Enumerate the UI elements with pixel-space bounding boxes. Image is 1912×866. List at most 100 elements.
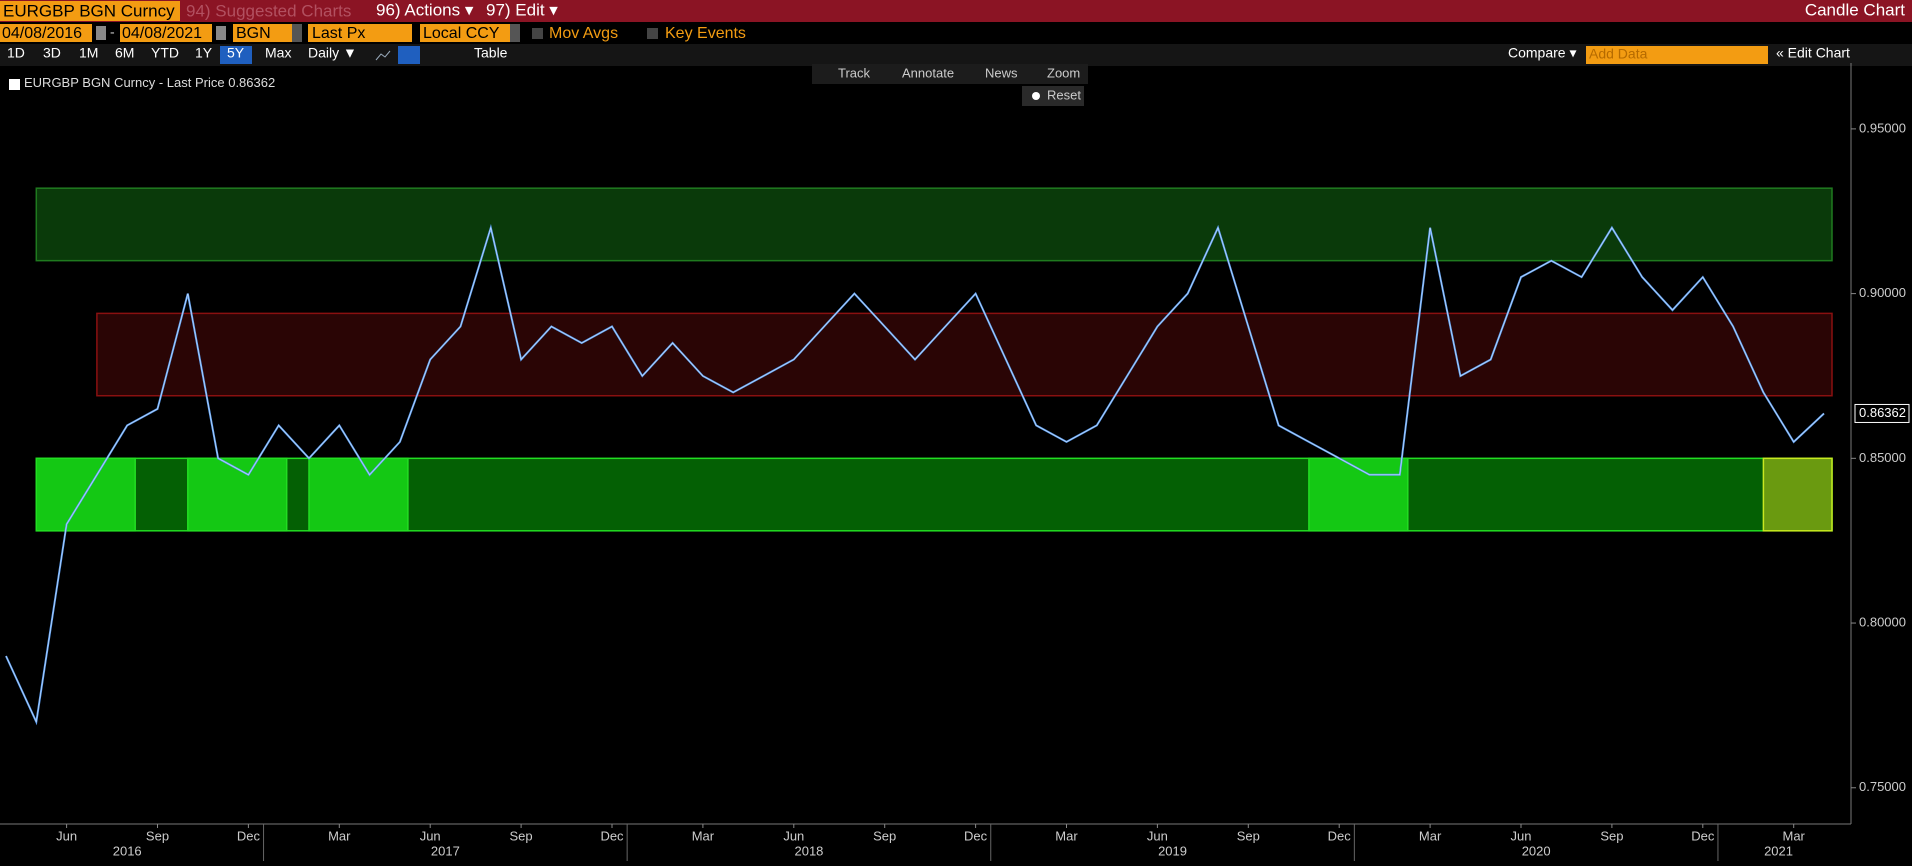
year-label: 2018 xyxy=(794,843,823,858)
year-label: 2019 xyxy=(1158,843,1187,858)
start-date-box[interactable] xyxy=(0,24,92,42)
price-band xyxy=(96,312,1833,397)
legend-swatch xyxy=(9,79,20,90)
x-tick-label: Mar xyxy=(1055,828,1078,843)
line-icon[interactable] xyxy=(375,50,391,61)
view-name: Candle Chart xyxy=(1805,0,1905,19)
x-tick-label: Sep xyxy=(1237,828,1260,843)
range-button[interactable]: Max xyxy=(265,45,291,61)
x-tick-label: Jun xyxy=(783,828,804,843)
y-tick-label: 0.90000 xyxy=(1859,285,1906,300)
range-button[interactable]: YTD xyxy=(151,45,179,61)
x-tick-label: Dec xyxy=(237,828,261,843)
x-tick-label: Sep xyxy=(1600,828,1623,843)
x-tick-label: Jun xyxy=(56,828,77,843)
reset-button[interactable] xyxy=(1022,86,1084,106)
x-tick-label: Dec xyxy=(1328,828,1352,843)
end-date[interactable]: 04/08/2021 xyxy=(122,25,202,42)
end-date-box[interactable] xyxy=(120,24,212,42)
currency-box[interactable] xyxy=(420,24,510,42)
title-bar xyxy=(0,0,1912,22)
dropdown[interactable] xyxy=(510,24,520,42)
news[interactable]: News xyxy=(985,65,1018,80)
compare[interactable]: Compare ▾ xyxy=(1508,45,1577,61)
price-band xyxy=(35,457,1833,532)
security[interactable]: EURGBP BGN Curncy xyxy=(3,1,175,20)
x-tick-label: Dec xyxy=(600,828,624,843)
tool-strip xyxy=(812,64,1088,84)
annotate[interactable]: Annotate xyxy=(902,65,954,80)
zoom[interactable]: Zoom xyxy=(1047,65,1080,80)
last-price-tag xyxy=(1854,403,1910,423)
reset[interactable]: Reset xyxy=(1047,87,1081,102)
dropdown[interactable] xyxy=(292,24,302,42)
date-separator: - xyxy=(110,24,115,40)
legend-text: EURGBP BGN Curncy - Last Price 0.86362 xyxy=(24,75,275,90)
candle-icon[interactable] xyxy=(398,46,420,64)
year-label: 2016 xyxy=(113,843,142,858)
year-label: 2020 xyxy=(1522,843,1551,858)
checkbox[interactable] xyxy=(647,28,658,39)
x-tick-label: Mar xyxy=(1419,828,1442,843)
x-tick-label: Sep xyxy=(873,828,896,843)
field[interactable]: Last Px xyxy=(312,25,365,42)
y-tick-label: 0.95000 xyxy=(1859,120,1906,135)
legend-name: EURGBP BGN Curncy - Last Price xyxy=(24,75,225,90)
edit-chart[interactable]: « Edit Chart xyxy=(1776,45,1850,61)
price-band xyxy=(35,187,1833,262)
source-box[interactable] xyxy=(233,24,293,42)
x-tick-label: Mar xyxy=(328,828,351,843)
range-button[interactable]: 1D xyxy=(7,45,25,61)
add-data[interactable]: Add Data xyxy=(1589,46,1648,62)
x-tick-label: Dec xyxy=(964,828,988,843)
last-price: 0.86362 xyxy=(1859,405,1906,420)
x-tick-label: Sep xyxy=(146,828,169,843)
actions-menu[interactable]: 96) Actions ▾ xyxy=(376,0,474,19)
key-events[interactable]: Key Events xyxy=(665,25,746,42)
y-tick-label: 0.80000 xyxy=(1859,614,1906,629)
plot: 0.75000 0.80000 0.85000 0.90000 0.95000 Jun Se… xyxy=(0,63,1910,861)
security-box[interactable] xyxy=(0,1,180,21)
start-date[interactable]: 04/08/2016 xyxy=(2,25,82,42)
y-tick-label: 0.75000 xyxy=(1859,779,1906,794)
table-button[interactable]: Table xyxy=(474,45,508,61)
range-buttons: 1D 3D 1M 6M YTD 1Y 5Y Max xyxy=(7,45,291,64)
source[interactable]: BGN xyxy=(236,25,271,42)
year-label: 2017 xyxy=(431,843,460,858)
range-button[interactable]: 1M xyxy=(79,45,98,61)
range-active[interactable] xyxy=(220,46,252,64)
range-button[interactable]: 5Y xyxy=(227,45,245,61)
reset-icon[interactable] xyxy=(1032,92,1040,100)
edit-menu[interactable]: 97) Edit ▾ xyxy=(486,0,558,19)
mov-avgs[interactable]: Mov Avgs xyxy=(549,25,618,42)
track[interactable]: Track xyxy=(838,65,871,80)
toolbar xyxy=(0,44,1912,66)
price-band xyxy=(308,457,409,532)
period[interactable]: Daily ▼ xyxy=(308,45,357,61)
price-band xyxy=(1308,457,1409,532)
price-band xyxy=(187,457,288,532)
checkbox[interactable] xyxy=(532,28,543,39)
x-tick-label: Mar xyxy=(692,828,715,843)
calendar-icon[interactable] xyxy=(96,26,106,40)
range-button[interactable]: 3D xyxy=(43,45,61,61)
currency[interactable]: Local CCY xyxy=(423,25,500,42)
legend xyxy=(6,77,284,92)
price-line-highlight xyxy=(5,226,1825,723)
suggested-charts[interactable]: 94) Suggested Charts xyxy=(186,1,351,20)
range-button[interactable]: 6M xyxy=(115,45,134,61)
range-button[interactable]: 1Y xyxy=(195,45,213,61)
x-tick-label: Dec xyxy=(1691,828,1715,843)
price-band xyxy=(1762,457,1833,532)
calendar-icon[interactable] xyxy=(216,26,226,40)
field-box[interactable] xyxy=(308,24,412,42)
x-tick-label: Jun xyxy=(1511,828,1532,843)
x-tick-label: Mar xyxy=(1783,828,1806,843)
chart-toolbar: Track Annotate News Zoom Reset xyxy=(812,64,1088,106)
x-tick-label: Sep xyxy=(510,828,533,843)
add-data-box[interactable] xyxy=(1586,46,1768,64)
legend-last: 0.86362 xyxy=(228,75,275,90)
